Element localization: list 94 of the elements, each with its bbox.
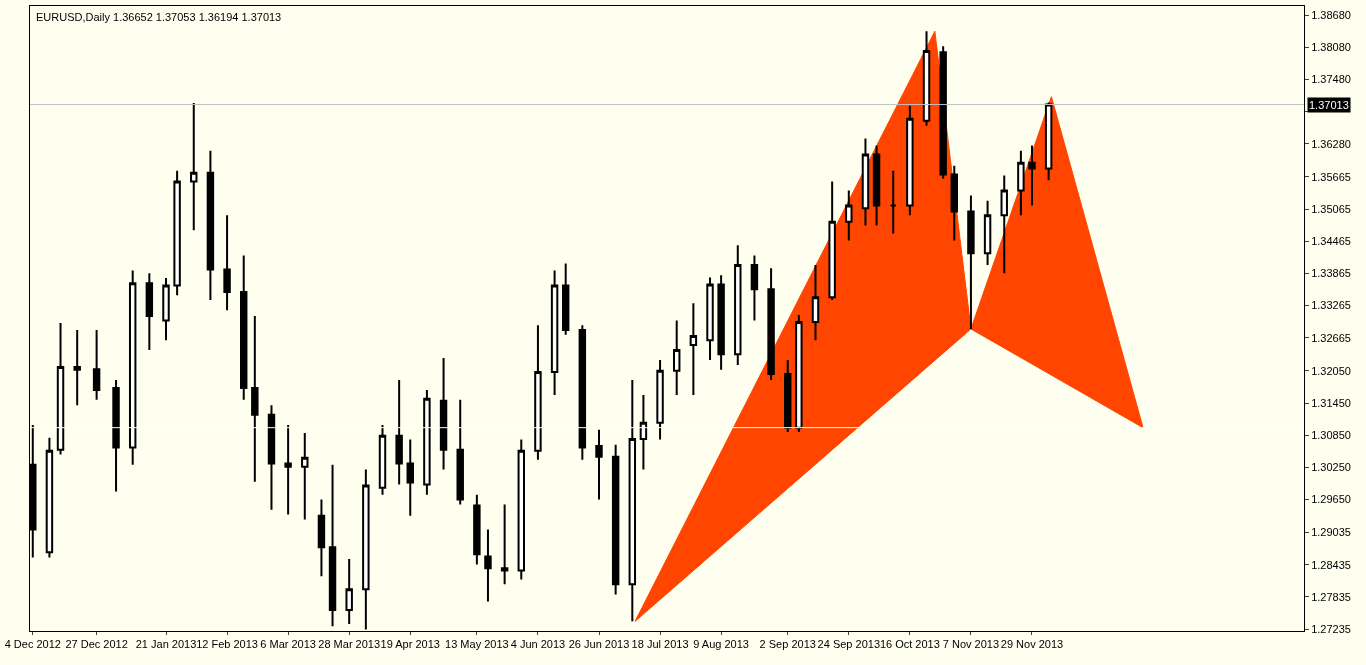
x-tick-label: 21 Jan 2013 <box>135 638 197 651</box>
candlestick <box>939 45 947 180</box>
candlestick <box>145 272 154 351</box>
x-tick-label: 24 Sep 2013 <box>817 638 880 651</box>
candlestick <box>1017 149 1025 217</box>
candlestick <box>611 443 620 596</box>
y-tick-label: 1.29035 <box>1311 526 1351 539</box>
candlestick <box>672 319 681 396</box>
y-tick-label: 1.38080 <box>1311 41 1351 54</box>
candlestick <box>1028 144 1036 207</box>
x-tick-label: 29 Nov 2013 <box>1000 638 1064 651</box>
y-tick-label: 1.35065 <box>1311 202 1351 215</box>
candlestick <box>267 404 276 511</box>
candlestick <box>473 493 481 566</box>
candlestick <box>439 356 448 471</box>
candlestick <box>500 503 509 586</box>
candlestick <box>1000 174 1008 275</box>
candlestick <box>717 274 725 371</box>
x-tick-label: 13 May 2013 <box>445 638 509 651</box>
candlestick <box>206 149 215 301</box>
candlestick <box>689 302 698 396</box>
chart-title: EURUSD,Daily 1.36652 1.37053 1.36194 1.37013 <box>36 11 282 23</box>
candlestick <box>784 359 792 433</box>
x-tick-label: 26 Jun 2013 <box>568 638 630 651</box>
x-tick-label: 4 Dec 2012 <box>4 638 61 651</box>
candlestick <box>317 498 326 578</box>
candlestick <box>872 144 881 227</box>
candlestick <box>395 378 403 486</box>
candlestick <box>706 276 714 362</box>
candlestick <box>517 438 525 581</box>
candlestick <box>240 254 248 401</box>
candlestick <box>92 329 101 401</box>
candlestick <box>550 269 559 396</box>
candlestick <box>112 378 120 493</box>
candlestick <box>889 169 897 235</box>
candlestick <box>767 267 775 381</box>
candlestick <box>967 194 975 330</box>
x-tick-label: 28 Mar 2013 <box>318 638 381 651</box>
x-tick-label: 16 Oct 2013 <box>879 638 940 651</box>
y-tick-label: 1.29650 <box>1311 493 1351 506</box>
candlestick <box>811 264 820 342</box>
candlestick <box>845 189 853 242</box>
y-tick-label: 1.33865 <box>1311 267 1351 280</box>
candlestick <box>750 254 759 322</box>
candlestick <box>484 528 492 603</box>
candlestick <box>828 180 836 301</box>
candlestick <box>328 463 337 628</box>
y-tick-label: 1.36280 <box>1311 137 1351 150</box>
y-tick-label: 1.34465 <box>1311 235 1351 248</box>
candlestick <box>950 164 958 242</box>
candlestick <box>345 558 353 626</box>
y-tick-label: 1.35665 <box>1311 170 1351 183</box>
candlestick <box>173 169 181 297</box>
y-tick-label: 1.32665 <box>1311 331 1351 344</box>
x-tick-label: 2 Sep 2013 <box>759 638 816 651</box>
y-tick-label: 1.28435 <box>1311 558 1351 571</box>
x-tick-label: 19 Apr 2013 <box>380 638 440 651</box>
y-tick-label: 1.33265 <box>1311 299 1351 312</box>
candlestick <box>561 262 570 336</box>
candlestick <box>983 199 992 267</box>
y-tick-label: 1.27235 <box>1311 622 1351 635</box>
x-tick-label: 4 Jun 2013 <box>510 638 566 651</box>
y-tick-label: 1.30850 <box>1311 429 1351 442</box>
x-tick-label: 9 Aug 2013 <box>693 638 749 651</box>
x-tick-label: 12 Feb 2013 <box>196 638 258 651</box>
candlestick <box>301 432 309 521</box>
candlestick <box>906 104 914 217</box>
candlestick <box>45 436 54 559</box>
candlestick <box>406 438 414 517</box>
x-tick-label: 6 Mar 2013 <box>260 638 316 651</box>
candlestick <box>362 468 370 631</box>
candlestick <box>922 30 931 127</box>
candlestick <box>861 137 870 227</box>
y-tick-label: 1.27835 <box>1311 590 1351 603</box>
candlestick <box>456 398 464 506</box>
candlestick <box>73 329 81 407</box>
y-tick-label: 1.38680 <box>1311 8 1351 21</box>
candlestick <box>734 244 742 366</box>
y-tick-label: 1.37480 <box>1311 73 1351 86</box>
x-tick-label: 7 Nov 2013 <box>942 638 1000 651</box>
y-tick-label: 1.31450 <box>1311 396 1351 409</box>
x-tick-label: 18 Jul 2013 <box>631 638 689 651</box>
y-tick-label: 1.30250 <box>1311 461 1351 474</box>
candlestick <box>284 423 292 516</box>
candlestick <box>223 214 231 312</box>
candlestick <box>162 277 170 342</box>
x-tick-label: 27 Dec 2012 <box>65 638 128 651</box>
candlestick <box>595 428 603 501</box>
candlestick <box>251 315 259 483</box>
candlestick <box>578 324 587 461</box>
candlestick <box>190 102 198 232</box>
ref-line-label: 1.37013 <box>1309 99 1349 111</box>
candlestick <box>1044 101 1053 182</box>
y-tick-label: 1.32050 <box>1311 364 1351 377</box>
